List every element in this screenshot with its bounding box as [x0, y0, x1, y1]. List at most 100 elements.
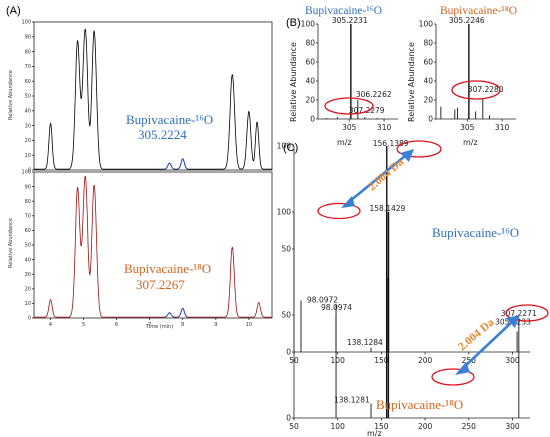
y-tick-label: 10: [25, 301, 31, 307]
x-tick-label: 100: [331, 422, 346, 431]
x-tick-label: 7: [148, 322, 151, 328]
a-top-compound: Bupivacaine-¹⁶O: [126, 112, 213, 127]
b-right-plot: 0 20 40 60 80 100 305 310 305.2246 307.2280: [419, 16, 516, 132]
y-tick-label: 20: [25, 287, 31, 293]
peak-label: 158.1429: [370, 204, 406, 213]
y-tick-label: 100: [21, 170, 31, 176]
x-tick-label: 9: [214, 322, 217, 328]
b-left-plot: 0 20 40 60 80 100 305 310 305.2231 306.2262 307.22…: [301, 16, 398, 132]
y-tick-label: 30: [25, 123, 31, 129]
y-tick-label: 0: [428, 115, 433, 124]
y-tick-label: 40: [25, 257, 31, 263]
x-tick-label: 8: [181, 322, 184, 328]
y-tick-label: 90: [25, 35, 31, 41]
x-tick-label: 200: [418, 422, 433, 431]
delta-arrow-1: [341, 149, 414, 208]
y-tick-label: 100: [21, 20, 31, 26]
y-tick-label: 100: [419, 20, 434, 29]
peak-label: 138.1284: [347, 338, 383, 347]
minor-peak-trace: [164, 312, 175, 318]
b-left-highlight-circle: [324, 97, 374, 115]
c-highlight-156: [396, 140, 442, 158]
y-tick-label: 50: [25, 94, 31, 100]
b-left-title: Bupivacaine-¹⁶O: [305, 5, 382, 17]
y-tick-label: 0: [286, 348, 291, 357]
c-top-plot: 0 50 100 50 100 150 200 250 300 156.1389 158.1429 9…: [277, 139, 531, 365]
a-bottom-plot: 0 10 20 30 40 50 60 70 80 90 100 4 5 6 7 8 9 10: [21, 170, 272, 328]
y-tick-label: 0: [310, 115, 315, 124]
minor-peak-trace: [164, 162, 175, 170]
panel-label-b: (B): [286, 17, 301, 29]
delta-arrow-2: [455, 315, 520, 375]
y-tick-label: 100: [277, 142, 292, 151]
y-tick-label: 100: [277, 208, 292, 217]
a-bottom-mass: 307.2267: [136, 277, 185, 292]
a-top-plot: 0 10 20 30 40 50 60 70 80 90 100: [21, 20, 272, 174]
y-tick-label: 50: [25, 243, 31, 249]
peak-label: 307.2271: [501, 309, 537, 318]
y-tick-label: 80: [423, 39, 433, 48]
y-tick-label: 50: [281, 245, 291, 254]
x-tick-label: 250: [462, 356, 477, 365]
panel-label-a: (A): [6, 5, 21, 17]
y-tick-label: 60: [25, 79, 31, 85]
b-left-xlabel: m/z: [337, 138, 352, 147]
x-tick-label: 4: [49, 322, 52, 328]
y-tick-label: 20: [423, 96, 433, 105]
x-tick-label: 300: [505, 422, 520, 431]
y-tick-label: 90: [25, 184, 31, 190]
x-tick-label: 50: [289, 422, 299, 431]
delta-label-2: 2.004 Da: [456, 316, 497, 353]
x-tick-label: 6: [115, 322, 118, 328]
minor-peak-trace: [177, 307, 188, 318]
y-tick-label: 60: [25, 228, 31, 234]
a-bottom-xlabel: Time (min): [145, 324, 173, 330]
x-tick-label: 10: [246, 322, 252, 328]
x-tick-label: 300: [505, 356, 520, 365]
a-bottom-frame: [33, 171, 273, 319]
peak-label: 98.0974: [321, 303, 352, 312]
c-xlabel: m/z: [367, 429, 382, 437]
peak-label: 307.2280: [468, 85, 504, 94]
x-tick-label: 100: [331, 356, 346, 365]
b-left-ylabel: Relative Abundance: [289, 42, 298, 122]
c-top-compound: Bupivacaine-¹⁶O: [432, 225, 519, 240]
peak-label: 305.2231: [332, 16, 368, 25]
y-tick-label: 80: [25, 199, 31, 205]
b-right-title: Bupivacaine-¹⁸O: [440, 5, 517, 17]
c-highlight-307: [431, 368, 475, 386]
y-tick-label: 70: [25, 64, 31, 70]
a-top-mass: 305.2224: [138, 127, 187, 142]
chromatogram-trace: [34, 28, 272, 170]
y-tick-label: 0: [28, 168, 31, 174]
c-bottom-compound: Bupivacaine-¹⁸O: [376, 397, 463, 412]
peak-label: 307.2279: [349, 106, 385, 115]
peak-label: 305.2246: [449, 16, 485, 25]
peak-label: 306.2262: [356, 90, 392, 99]
x-tick-label: 250: [462, 422, 477, 431]
peak-label: 98.0972: [307, 296, 338, 305]
chromatogram-trace: [34, 175, 272, 318]
x-tick-label: 310: [377, 123, 392, 132]
c-highlight-158: [317, 202, 361, 220]
c-bottom-plot: 0 50 100 50 100 150 200 250 300 98.0972 138.1281 30…: [277, 208, 537, 432]
y-tick-label: 50: [281, 311, 291, 320]
x-tick-label: 305: [460, 123, 475, 132]
a-bottom-ylabel: Relative Abundance: [8, 218, 14, 268]
x-tick-label: 310: [495, 123, 510, 132]
b-right-xlabel: m/z: [463, 138, 478, 147]
y-tick-label: 40: [25, 109, 31, 115]
y-tick-label: 40: [305, 77, 315, 86]
a-bottom-compound: Bupivacaine-¹⁸O: [124, 261, 211, 276]
c-highlight-305: [505, 304, 549, 322]
y-tick-label: 20: [305, 96, 315, 105]
y-tick-label: 40: [423, 77, 433, 86]
panel-label-c: (C): [283, 142, 298, 154]
x-tick-label: 150: [374, 422, 389, 431]
peak-label: 138.1281: [334, 396, 370, 405]
y-tick-label: 10: [25, 153, 31, 159]
b-right-highlight-circle: [451, 80, 501, 100]
